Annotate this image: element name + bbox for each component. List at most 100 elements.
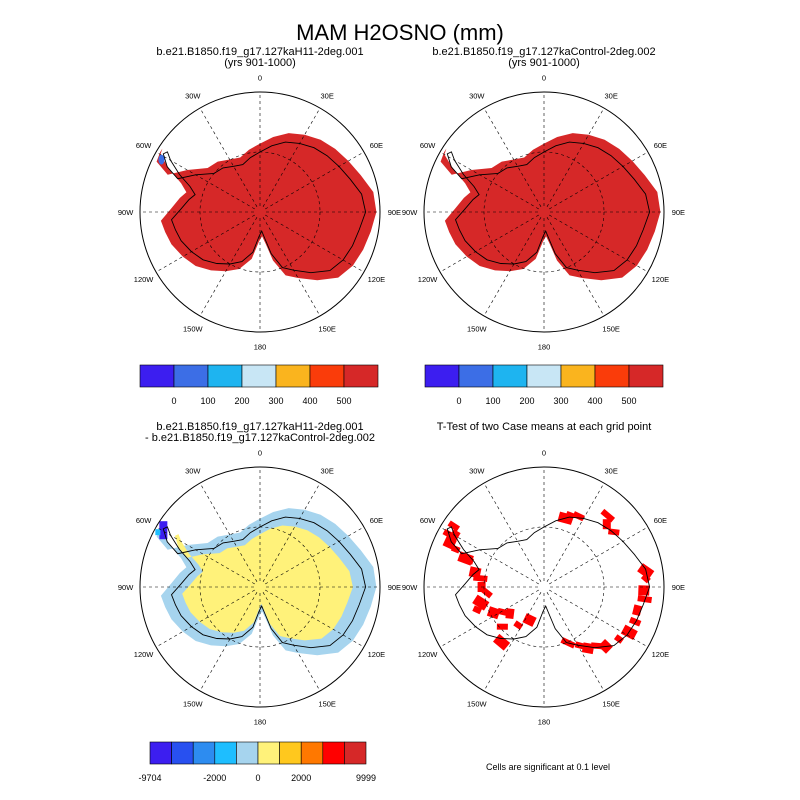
lon-label: 120E bbox=[652, 650, 670, 659]
lon-label: 30W bbox=[469, 92, 485, 101]
colorbar-box bbox=[343, 364, 379, 388]
meridian-line bbox=[483, 107, 542, 207]
colorbar-box bbox=[214, 741, 237, 765]
meridian-line bbox=[155, 214, 255, 273]
colorbar-box bbox=[458, 364, 494, 388]
colorbar-box bbox=[207, 364, 243, 388]
meridian-line bbox=[439, 526, 539, 585]
panel-subtitle: (yrs 901-1000) bbox=[224, 57, 296, 69]
colorbar-label: -9704 bbox=[138, 773, 161, 783]
figure-title: MAM H2OSNO (mm) bbox=[296, 20, 504, 45]
lon-label: 30W bbox=[469, 467, 485, 476]
significant-cell bbox=[473, 574, 488, 583]
meridian-line bbox=[199, 592, 258, 692]
significant-cell bbox=[613, 634, 624, 644]
meridian-line bbox=[483, 217, 542, 317]
map-panel-1: b.e21.B1850.f19_g17.127kaH11-2deg.001(yr… bbox=[118, 46, 401, 351]
lon-label: 90W bbox=[118, 208, 134, 217]
colorbar-box bbox=[594, 364, 630, 388]
lon-label: 120E bbox=[368, 650, 386, 659]
map-panel-2: b.e21.B1850.f19_g17.127kaControl-2deg.00… bbox=[402, 46, 685, 351]
colorbar-label: 200 bbox=[234, 396, 249, 406]
meridian-line bbox=[549, 589, 649, 648]
lon-label: 150E bbox=[318, 699, 336, 708]
field-layer bbox=[155, 508, 377, 656]
lon-label: 60E bbox=[654, 516, 667, 525]
colorbar-box bbox=[241, 364, 277, 388]
colorbar-box bbox=[309, 364, 345, 388]
lon-label: 60E bbox=[370, 516, 383, 525]
meridian-line bbox=[439, 589, 539, 648]
colorbar-label: 0 bbox=[171, 396, 176, 406]
colorbar-label: 500 bbox=[336, 396, 351, 406]
significant-cell bbox=[480, 586, 493, 599]
ttest-caption-group: Cells are significant at 0.1 level bbox=[486, 762, 610, 772]
colorbar-box bbox=[322, 741, 345, 765]
meridian-line bbox=[199, 107, 258, 207]
colorbar-box bbox=[344, 741, 367, 765]
lon-label: 150E bbox=[318, 324, 336, 333]
colorbar-box bbox=[424, 364, 460, 388]
meridian-line bbox=[483, 482, 542, 582]
panel-title: T-Test of two Case means at each grid po… bbox=[437, 421, 652, 433]
colorbar-label: 300 bbox=[268, 396, 283, 406]
meridian-line bbox=[549, 151, 649, 210]
map-boundary bbox=[139, 91, 381, 333]
field-layer bbox=[156, 133, 377, 281]
colorbar-label: 0 bbox=[456, 396, 461, 406]
lon-label: 90E bbox=[388, 583, 401, 592]
meridian-line bbox=[262, 482, 321, 582]
significant-cell bbox=[637, 595, 653, 604]
significant-cell bbox=[600, 508, 616, 523]
lon-label: 150E bbox=[602, 324, 620, 333]
significance-caption: Cells are significant at 0.1 level bbox=[486, 762, 610, 772]
lon-label: 60E bbox=[370, 141, 383, 150]
lon-label: 90W bbox=[402, 583, 418, 592]
lon-label: 120W bbox=[134, 650, 155, 659]
lon-label: 150W bbox=[183, 324, 204, 333]
colorbar-box bbox=[300, 741, 324, 765]
map-boundary bbox=[139, 466, 381, 708]
lon-label: 30E bbox=[321, 467, 334, 476]
colorbar-1: 0 100 200 300 400 500 bbox=[139, 364, 379, 406]
colorbar-2: 0 100 200 300 400 500 bbox=[424, 364, 664, 406]
meridian-line bbox=[265, 214, 365, 273]
panel-subtitle: (yrs 901-1000) bbox=[508, 57, 580, 69]
meridian-line bbox=[483, 592, 542, 692]
lon-label: 120E bbox=[652, 275, 670, 284]
colorbar-label: 2000 bbox=[291, 773, 311, 783]
meridian-line bbox=[265, 151, 365, 210]
meridian-line bbox=[155, 151, 255, 210]
lon-label: 0 bbox=[542, 449, 546, 458]
meridian-line bbox=[265, 526, 365, 585]
lon-label: 30E bbox=[605, 92, 618, 101]
map-boundary bbox=[423, 91, 665, 333]
meridian-line bbox=[262, 592, 321, 692]
colorbar-box bbox=[275, 364, 311, 388]
snow-field bbox=[440, 133, 661, 281]
lon-label: 180 bbox=[538, 342, 551, 351]
lon-label: 120W bbox=[418, 275, 439, 284]
meridian-line bbox=[546, 482, 605, 582]
significant-cell bbox=[581, 642, 595, 655]
colorbar-label: 200 bbox=[519, 396, 534, 406]
colorbar-box bbox=[560, 364, 596, 388]
meridian-line bbox=[546, 592, 605, 692]
significant-cell bbox=[602, 519, 611, 530]
colorbar-box bbox=[526, 364, 562, 388]
meridian-line bbox=[439, 214, 539, 273]
meridian-line bbox=[199, 217, 258, 317]
panel-title: b.e21.B1850.f19_g17.127kaH11-2deg.001 bbox=[156, 421, 363, 433]
significant-cell bbox=[486, 606, 501, 620]
colorbar-3: -9704 -2000 0 2000 9999 bbox=[138, 741, 376, 783]
colorbar-box bbox=[236, 741, 259, 765]
lon-label: 60W bbox=[420, 141, 436, 150]
panel-title: b.e21.B1850.f19_g17.127kaControl-2deg.00… bbox=[432, 46, 655, 58]
meridian-line bbox=[155, 589, 255, 648]
significant-cell bbox=[496, 623, 508, 630]
lon-label: 90W bbox=[118, 583, 134, 592]
panel-title: b.e21.B1850.f19_g17.127kaH11-2deg.001 bbox=[156, 46, 363, 58]
lon-label: 0 bbox=[258, 449, 262, 458]
field-layer bbox=[440, 133, 661, 281]
